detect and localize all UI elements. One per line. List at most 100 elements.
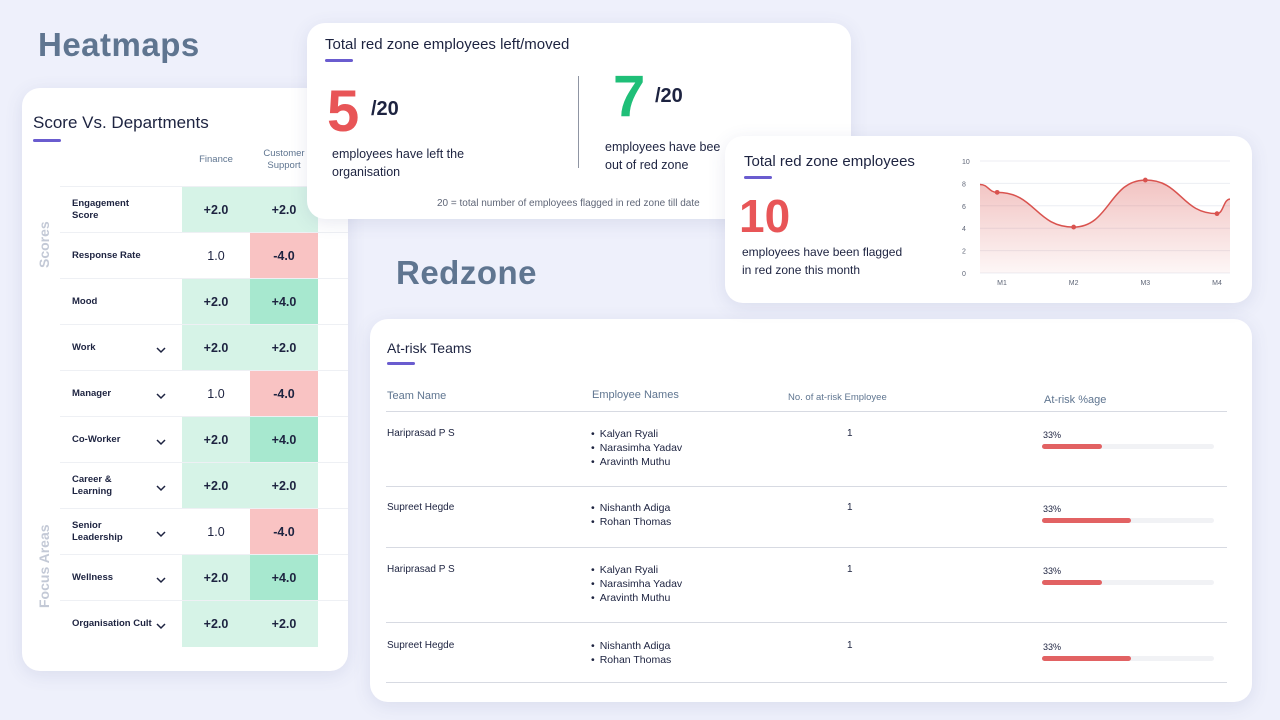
at-risk-progress-fill bbox=[1042, 518, 1132, 523]
y-tick-label: 0 bbox=[962, 271, 966, 278]
moved-description: employees have bee out of red zone bbox=[605, 140, 721, 172]
chevron-down-icon[interactable] bbox=[156, 342, 166, 354]
heatmap-row-label: Co-Worker bbox=[72, 434, 121, 445]
heatmap-cell: 1.0 bbox=[182, 233, 250, 279]
title-underline bbox=[33, 139, 61, 142]
row-divider bbox=[386, 622, 1227, 623]
heatmap-row[interactable]: Manager 1.0 -4.0 bbox=[60, 370, 348, 417]
heatmap-row[interactable]: Career & Learning +2.0 +2.0 bbox=[60, 462, 348, 509]
data-point bbox=[994, 189, 1000, 195]
at-risk-pct-label: 33% bbox=[1043, 504, 1062, 514]
heatmap-row: Mood +2.0 +4.0 bbox=[60, 278, 348, 325]
heatmap-cell: +2.0 bbox=[182, 279, 250, 325]
heatmap-title: Score Vs. Departments bbox=[33, 113, 209, 142]
monthly-redzone-chart: 0 2 4 6 8 10 M1 M2 M3 M4 bbox=[962, 159, 1231, 287]
redzone-heading: Redzone bbox=[396, 254, 538, 291]
title-underline bbox=[325, 59, 353, 62]
heatmap-cell: 1.0 bbox=[182, 371, 250, 417]
at-risk-progress-bar bbox=[1042, 580, 1214, 585]
heatmap-cell: +2.0 bbox=[182, 325, 250, 371]
y-tick-label: 10 bbox=[962, 159, 970, 166]
heatmap-cell: +4.0 bbox=[250, 279, 318, 325]
heatmap-cell: +2.0 bbox=[182, 601, 250, 647]
row-divider bbox=[386, 682, 1227, 683]
heatmap-cell: 1.0 bbox=[182, 509, 250, 555]
employee-list: Nishanth AdigaRohan Thomas bbox=[591, 501, 672, 529]
employee-name: Kalyan Ryali bbox=[591, 427, 682, 441]
header-team-name: Team Name bbox=[387, 390, 447, 402]
moved-count: 7 bbox=[613, 64, 646, 129]
heatmap-row: Engagement Score +2.0 +2.0 bbox=[60, 186, 348, 233]
heatmap-cell: +2.0 bbox=[182, 417, 250, 463]
chevron-down-icon[interactable] bbox=[156, 388, 166, 400]
heatmaps-heading: Heatmaps bbox=[38, 26, 200, 63]
heatmap-row-label: Mood bbox=[72, 296, 98, 307]
heatmap-row[interactable]: Co-Worker +2.0 +4.0 bbox=[60, 416, 348, 463]
heatmap-row: Response Rate 1.0 -4.0 bbox=[60, 232, 348, 279]
employee-name: Rohan Thomas bbox=[591, 515, 672, 529]
heatmap-row[interactable]: Organisation Cult +2.0 +2.0 bbox=[60, 600, 348, 647]
area-fill bbox=[980, 180, 1230, 273]
heatmap-row-label: Organisation Cult bbox=[72, 618, 152, 629]
heatmap-row-label: Engagement Score bbox=[72, 198, 130, 221]
total-count: 10 bbox=[739, 190, 791, 242]
team-name: Hariprasad P S bbox=[387, 564, 455, 575]
heatmap-cell: +2.0 bbox=[250, 325, 318, 371]
heatmap-cell: +2.0 bbox=[182, 463, 250, 509]
left-moved-card: Total red zone employees left/moved 5 /2… bbox=[307, 23, 851, 219]
row-divider bbox=[386, 547, 1227, 548]
employee-name: Aravinth Muthu bbox=[591, 455, 682, 469]
column-header-finance: Finance bbox=[199, 154, 233, 165]
data-point bbox=[1142, 177, 1148, 183]
y-tick-label: 4 bbox=[962, 226, 966, 233]
employee-name: Narasimha Yadav bbox=[591, 577, 683, 591]
chevron-down-icon[interactable] bbox=[156, 434, 166, 446]
x-tick-label: M1 bbox=[997, 280, 1007, 287]
y-tick-label: 8 bbox=[962, 181, 966, 188]
at-risk-progress-bar bbox=[1042, 518, 1214, 523]
column-header-customer-support: Customer Support bbox=[263, 148, 305, 171]
chevron-down-icon[interactable] bbox=[156, 526, 166, 538]
scores-group-label: Scores bbox=[36, 221, 52, 268]
at-risk-pct-label: 33% bbox=[1043, 642, 1062, 652]
heatmap-row[interactable]: Work +2.0 +2.0 bbox=[60, 324, 348, 371]
at-risk-pct-label: 33% bbox=[1043, 566, 1062, 576]
total-redzone-card: Total red zone employees 10 employees ha… bbox=[725, 136, 1252, 303]
chevron-down-icon[interactable] bbox=[156, 480, 166, 492]
header-at-risk-count: No. of at-risk Employee bbox=[788, 392, 887, 403]
heatmap-row[interactable]: Wellness +2.0 +4.0 bbox=[60, 554, 348, 601]
at-risk-progress-bar bbox=[1042, 444, 1214, 449]
at-risk-pct-label: 33% bbox=[1043, 430, 1062, 440]
title-underline bbox=[387, 362, 415, 365]
heatmap-row[interactable]: Senior Leadership 1.0 -4.0 bbox=[60, 508, 348, 555]
at-risk-teams-card: At-risk Teams Team Name Employee Names N… bbox=[370, 319, 1252, 702]
total-description: employees have been flagged in red zone … bbox=[742, 245, 903, 277]
heatmap-row-label: Senior Leadership bbox=[72, 520, 123, 543]
data-point bbox=[1214, 211, 1220, 217]
employee-name: Nishanth Adiga bbox=[591, 639, 671, 653]
heatmap-cell: +4.0 bbox=[250, 417, 318, 463]
team-name: Supreet Hegde bbox=[387, 640, 455, 651]
employee-list: Kalyan RyaliNarasimha YadavAravinth Muth… bbox=[591, 563, 683, 605]
total-redzone-title: Total red zone employees bbox=[744, 153, 915, 179]
y-tick-label: 2 bbox=[962, 249, 966, 256]
title-underline bbox=[744, 176, 772, 179]
at-risk-progress-fill bbox=[1042, 580, 1103, 585]
left-denominator: /20 bbox=[371, 98, 399, 120]
employee-name: Narasimha Yadav bbox=[591, 441, 683, 455]
employee-name: Kalyan Ryali bbox=[591, 563, 682, 577]
at-risk-count: 1 bbox=[847, 564, 853, 575]
employee-list: Nishanth AdigaRohan Thomas bbox=[591, 639, 672, 667]
moved-denominator: /20 bbox=[655, 85, 683, 107]
focus-areas-group-label: Focus Areas bbox=[36, 524, 52, 608]
employee-name: Rohan Thomas bbox=[591, 653, 672, 667]
chevron-down-icon[interactable] bbox=[156, 572, 166, 584]
employee-name: Aravinth Muthu bbox=[591, 591, 682, 605]
header-employee-names: Employee Names bbox=[592, 389, 679, 401]
y-tick-label: 6 bbox=[962, 204, 966, 211]
heatmap-row-label: Wellness bbox=[72, 572, 114, 583]
at-risk-teams-title: At-risk Teams bbox=[387, 340, 472, 365]
x-tick-label: M2 bbox=[1069, 280, 1079, 287]
heatmap-row-label: Career & Learning bbox=[72, 474, 113, 497]
chevron-down-icon[interactable] bbox=[156, 618, 166, 630]
